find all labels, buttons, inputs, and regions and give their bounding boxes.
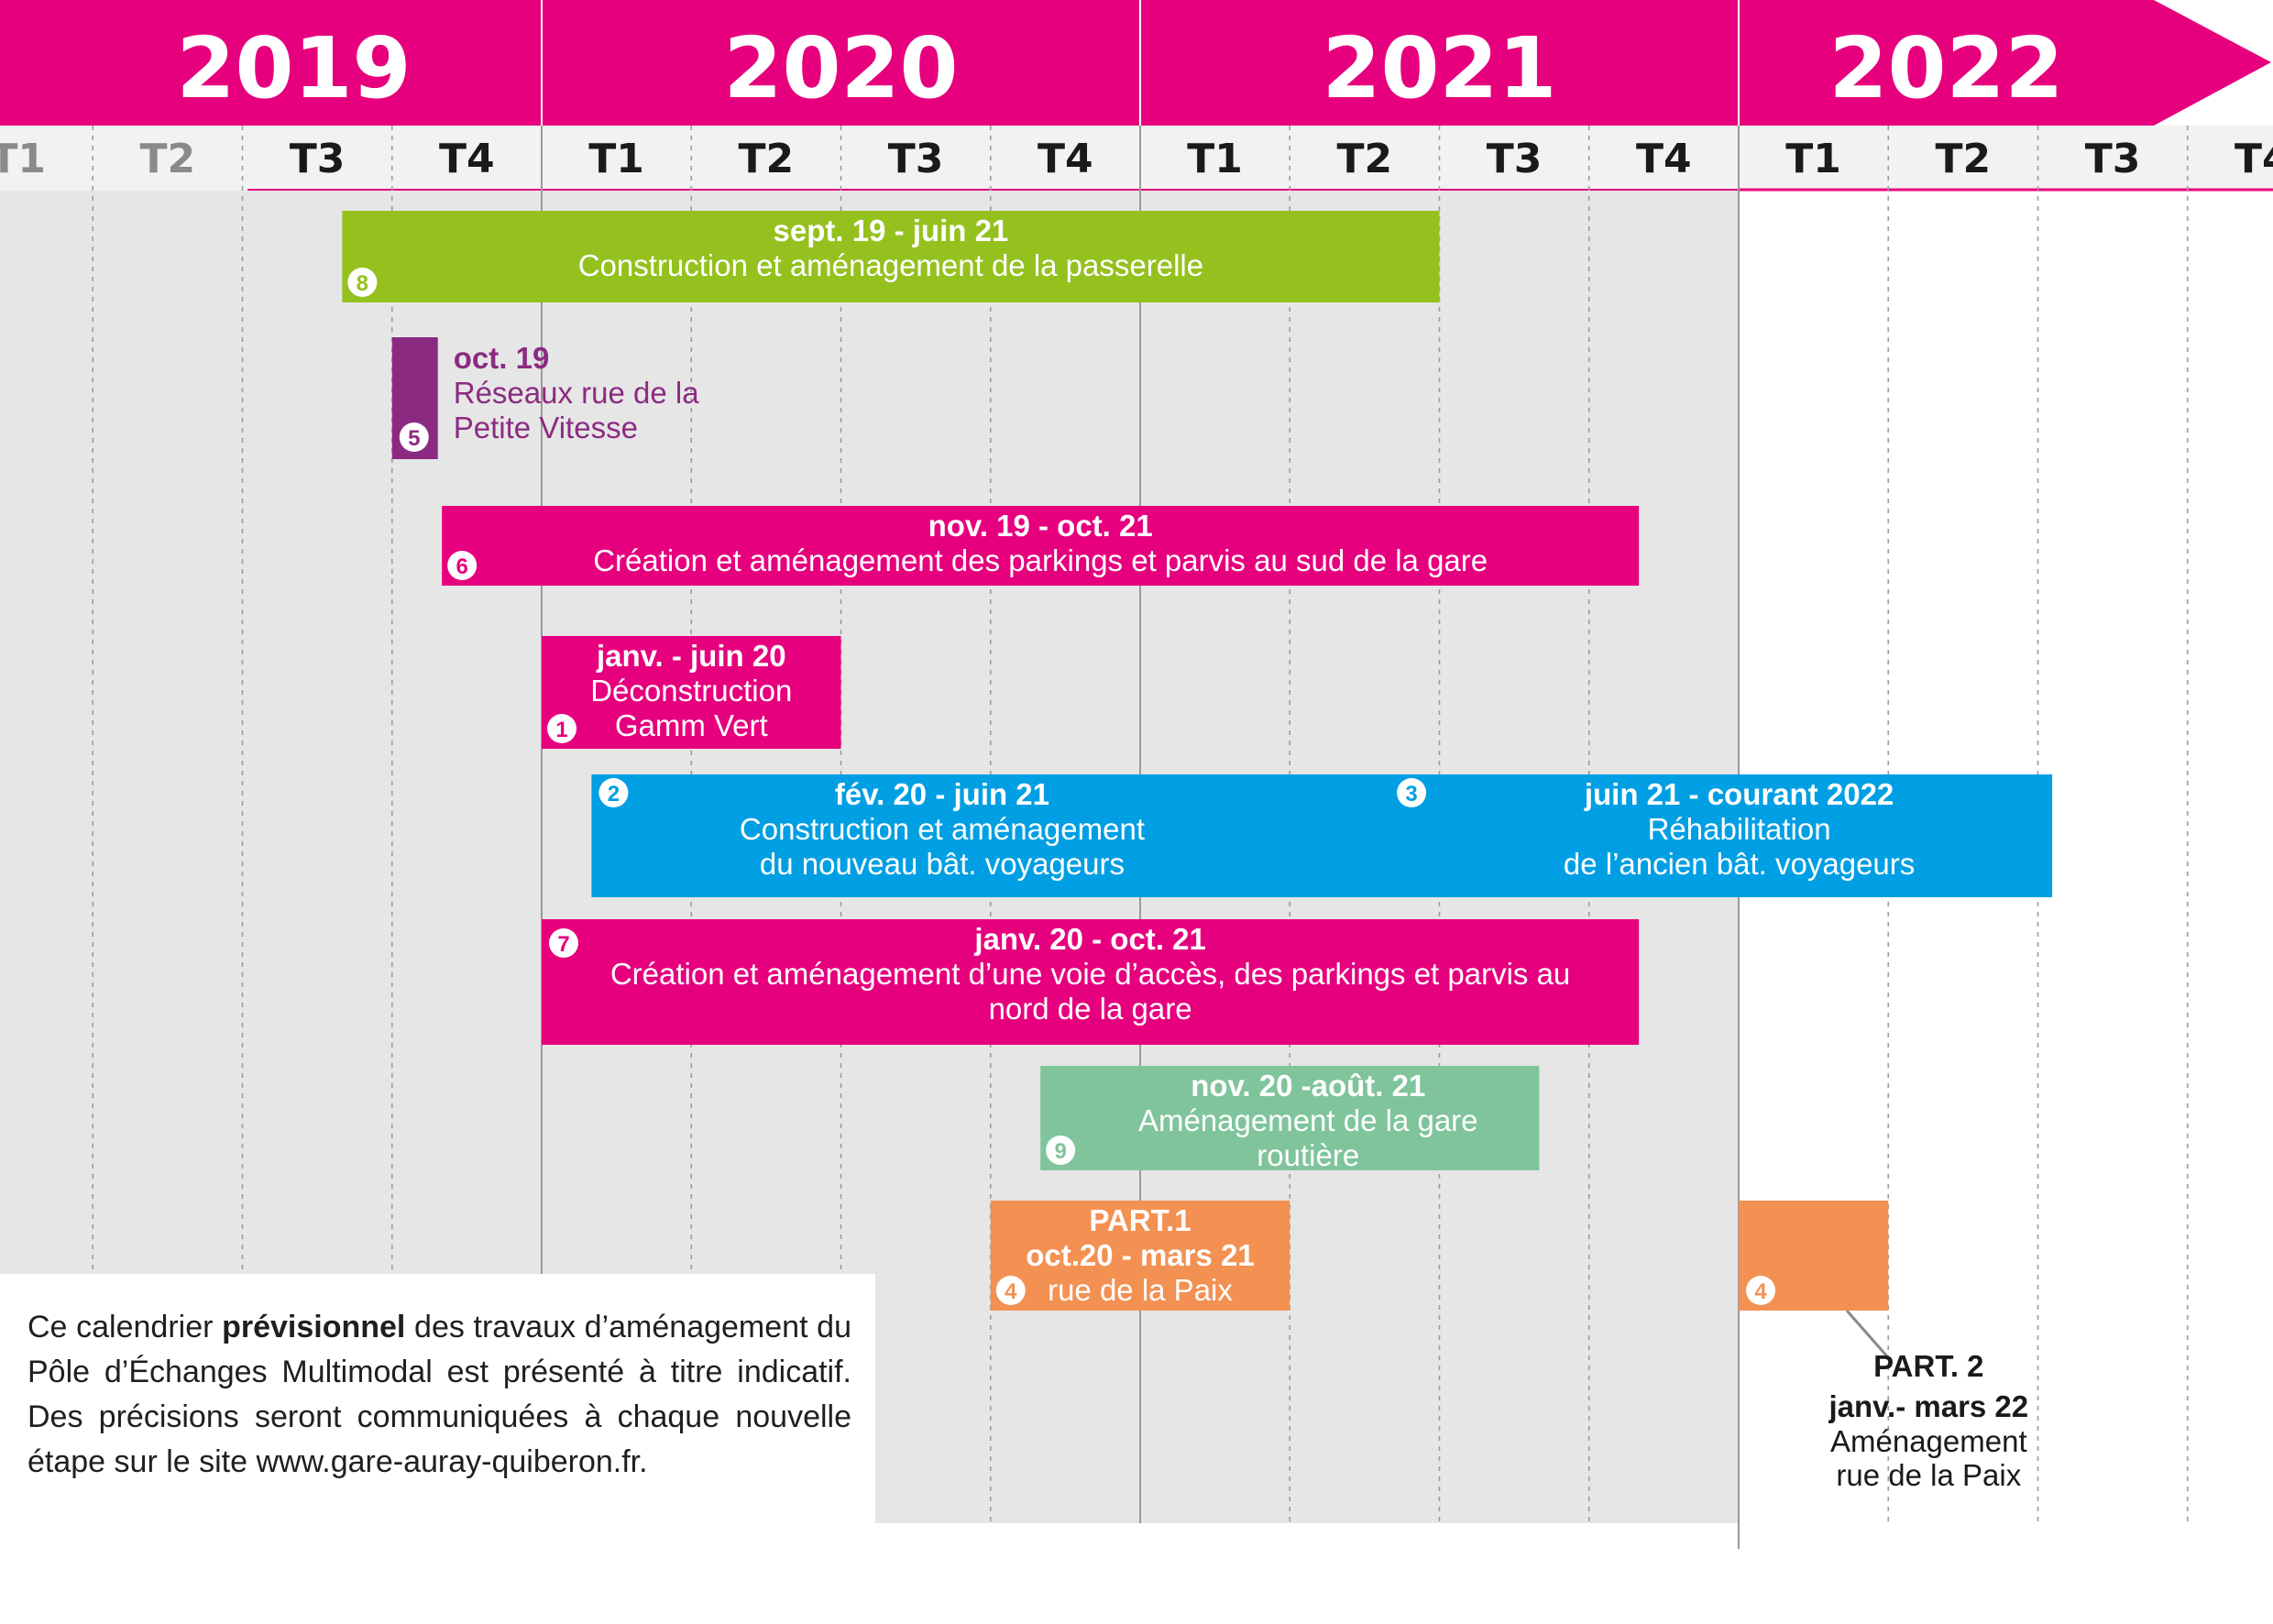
- task-5-line: Réseaux rue de la: [454, 376, 699, 410]
- task-5-date: oct. 19: [454, 341, 550, 375]
- note-bold: prévisionnel: [222, 1310, 406, 1344]
- task-4-part2-date: janv.- mars 22: [1828, 1389, 2028, 1423]
- quarter-label: T3: [290, 136, 346, 182]
- quarter-label: T1: [1187, 136, 1243, 182]
- task-8-badge-circle: [347, 268, 378, 297]
- task-9-badge-number: 9: [1054, 1139, 1066, 1164]
- task-6-line: Création et aménagement des parkings et …: [593, 543, 1488, 577]
- note-before: Ce calendrier: [27, 1310, 223, 1344]
- quarter-row-background: [0, 126, 2273, 191]
- task-1-date: janv. - juin 20: [596, 639, 786, 673]
- task-8-line: Construction et aménagement de la passer…: [578, 248, 1203, 282]
- task-7-date: janv. 20 - oct. 21: [973, 922, 1206, 956]
- task-7-line: Création et aménagement d’une voie d’acc…: [610, 957, 1570, 991]
- task-7-badge-number: 7: [557, 932, 569, 957]
- task-2-badge-number: 2: [608, 782, 620, 807]
- task-4-part1-line: rue de la Paix: [1048, 1273, 1233, 1307]
- year-label: 2019: [176, 19, 411, 117]
- task-9-line: routière: [1257, 1138, 1359, 1172]
- task-6-date: nov. 19 - oct. 21: [928, 509, 1153, 543]
- task-1-badge-circle: [547, 714, 576, 743]
- quarter-label: T2: [739, 136, 795, 182]
- task-5-badge-circle: [399, 422, 429, 452]
- task-3-date: juin 21 - courant 2022: [1584, 777, 1894, 811]
- task-8-badge-number: 8: [357, 271, 368, 296]
- quarter-label: T2: [1936, 136, 1992, 182]
- quarter-label: T2: [1337, 136, 1393, 182]
- task-6-bar: [442, 506, 1640, 586]
- quarter-label: T1: [588, 136, 644, 182]
- task-4-part1-badge-circle: [995, 1276, 1026, 1305]
- task-3-line: Réhabilitation: [1648, 812, 1831, 846]
- quarter-label: T1: [0, 136, 46, 182]
- disclaimer-note: Ce calendrier prévisionnel des travaux d…: [0, 1274, 875, 1523]
- task-2-date: fév. 20 - juin 21: [835, 777, 1049, 811]
- note-after: des travaux d’aménagement du Pôle d’Écha…: [27, 1310, 851, 1479]
- task-7-bar: [542, 919, 1640, 1045]
- task-4-part1-date: PART.1: [1089, 1203, 1191, 1237]
- task-2-line: Construction et aménagement: [740, 812, 1145, 846]
- quarter-label: T4: [1038, 136, 1093, 182]
- year-label: 2021: [1322, 19, 1556, 117]
- task-1-line: Déconstruction: [590, 674, 792, 708]
- quarter-label: T1: [1785, 136, 1841, 182]
- task-1-badge-number: 1: [555, 718, 567, 742]
- task-4-part2-leader: [1845, 1310, 1889, 1357]
- quarter-label: T3: [1487, 136, 1543, 182]
- quarter-label: T4: [439, 136, 495, 182]
- task-2-line: du nouveau bât. voyageurs: [760, 847, 1125, 881]
- task-1-bar: [542, 636, 841, 749]
- quarter-label: T4: [2235, 136, 2273, 182]
- task-4-part2-badge-number: 4: [1754, 1279, 1767, 1304]
- task-4-part1-date: oct.20 - mars 21: [1026, 1238, 1254, 1272]
- quarter-label: T2: [140, 136, 196, 182]
- task-4-part1-badge-number: 4: [1005, 1279, 1017, 1304]
- task-3-bar: [1389, 774, 2053, 897]
- task-7-line: nord de la gare: [989, 992, 1192, 1026]
- quarter-label: T3: [2085, 136, 2141, 182]
- quarter-label: T4: [1636, 136, 1692, 182]
- task-7-badge-circle: [549, 928, 578, 958]
- task-1-line: Gamm Vert: [615, 708, 768, 742]
- task-9-line: Aménagement de la gare: [1138, 1103, 1478, 1137]
- task-8-bar: [342, 211, 1440, 302]
- task-9-date: nov. 20 -août. 21: [1191, 1069, 1425, 1103]
- task-5-badge-number: 5: [408, 426, 420, 451]
- task-3-line: de l’ancien bât. voyageurs: [1564, 847, 1915, 881]
- task-4-part2-line: rue de la Paix: [1836, 1458, 2021, 1492]
- task-3-badge-circle: [1397, 778, 1427, 807]
- task-2-bar: [591, 774, 1440, 897]
- task-8-date: sept. 19 - juin 21: [774, 214, 1009, 247]
- year-banner: [0, 0, 2271, 126]
- task-4-part2-line: Aménagement: [1830, 1424, 2027, 1458]
- task-5-line: Petite Vitesse: [454, 411, 638, 444]
- quarter-label: T3: [888, 136, 944, 182]
- task-4-part2-part: PART. 2: [1873, 1349, 1983, 1383]
- task-4-part2-badge-circle: [1746, 1276, 1775, 1305]
- task-6-badge-circle: [447, 551, 478, 580]
- task-9-bar: [1040, 1066, 1540, 1170]
- year-label: 2020: [723, 19, 958, 117]
- task-2-badge-circle: [598, 778, 629, 807]
- task-3-badge-number: 3: [1405, 782, 1417, 807]
- year-label: 2022: [1828, 19, 2063, 117]
- task-6-badge-number: 6: [456, 554, 467, 579]
- task-9-badge-circle: [1046, 1136, 1076, 1165]
- task-4-part1-bar: [990, 1201, 1290, 1311]
